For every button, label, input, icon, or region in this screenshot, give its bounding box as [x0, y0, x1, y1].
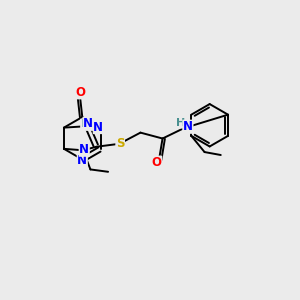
Text: N: N: [83, 117, 93, 130]
Text: H: H: [176, 118, 185, 128]
Text: S: S: [116, 137, 124, 150]
Text: N: N: [183, 120, 193, 133]
Text: O: O: [75, 86, 85, 99]
Text: O: O: [152, 156, 162, 169]
Text: N: N: [79, 143, 89, 156]
Text: N: N: [77, 154, 87, 167]
Text: H: H: [81, 119, 90, 129]
Text: N: N: [93, 121, 103, 134]
